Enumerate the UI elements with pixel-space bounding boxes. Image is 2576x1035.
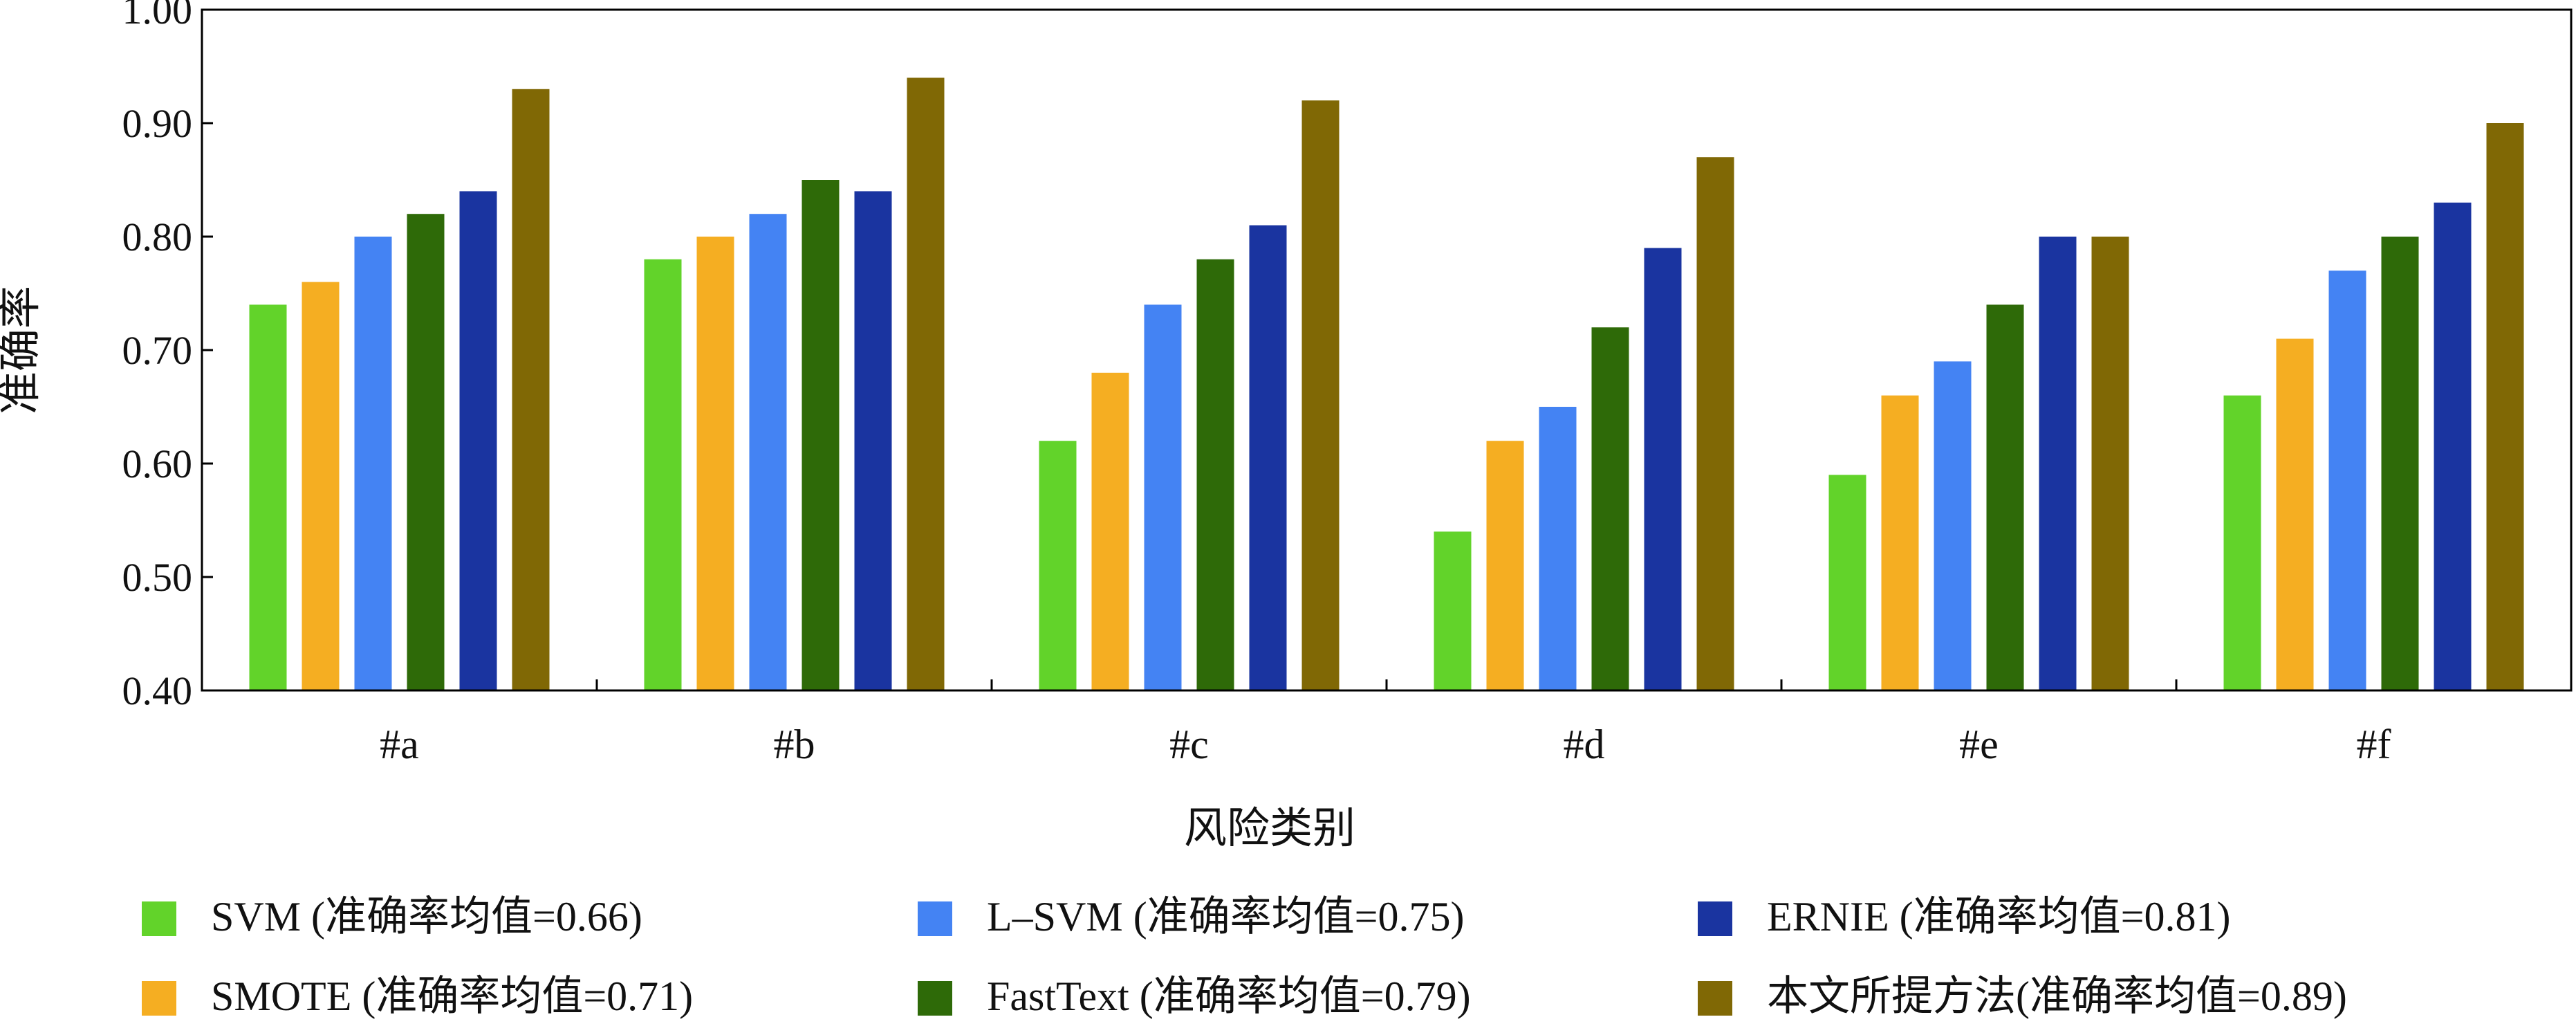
bar-1-1 (696, 237, 734, 690)
y-tick-label: 0.80 (122, 214, 193, 259)
bar-2-3 (1196, 259, 1234, 690)
bar-3-4 (1644, 248, 1682, 690)
x-tick-label: #c (1169, 722, 1209, 767)
legend-label: FastText (准确率均值=0.79) (987, 973, 1471, 1019)
legend-label: 本文所提方法(准确率均值=0.89) (1767, 973, 2347, 1019)
bar-1-3 (801, 180, 840, 690)
x-tick-label: #b (774, 722, 815, 767)
bar-3-0 (1434, 531, 1472, 690)
bar-5-3 (2381, 237, 2419, 690)
legend-swatch (142, 901, 176, 936)
y-tick-label: 0.70 (122, 328, 193, 373)
bar-5-2 (2328, 271, 2366, 690)
y-axis: 0.40 0.50 0.60 0.70 0.80 0.90 1.00 (122, 0, 213, 713)
bar-5-5 (2486, 123, 2524, 690)
bar-4-0 (1828, 475, 1866, 690)
bars-group (249, 77, 2524, 691)
bar-0-0 (249, 304, 287, 690)
legend-label: ERNIE (准确率均值=0.81) (1767, 894, 2230, 940)
bar-0-4 (459, 191, 497, 690)
legend-swatch (918, 981, 952, 1016)
legend-swatch (918, 901, 952, 936)
bar-5-4 (2434, 202, 2472, 690)
bar-4-5 (2091, 237, 2129, 690)
legend: SVM (准确率均值=0.66) SMOTE (准确率均值=0.71) L–SVM … (142, 894, 2347, 1019)
bar-1-2 (749, 214, 787, 690)
bar-3-1 (1486, 441, 1524, 690)
bar-1-4 (854, 191, 892, 690)
y-tick-label: 1.00 (122, 0, 193, 33)
x-tick-label: #f (2357, 722, 2391, 767)
bar-4-1 (1881, 395, 1919, 690)
y-tick-label: 0.50 (122, 555, 193, 600)
bar-2-1 (1091, 372, 1129, 690)
legend-label: L–SVM (准确率均值=0.75) (987, 894, 1465, 940)
bar-5-1 (2276, 338, 2314, 690)
bar-3-5 (1696, 157, 1734, 690)
bar-2-0 (1039, 441, 1077, 690)
bar-0-5 (512, 89, 550, 691)
bar-3-2 (1539, 407, 1577, 690)
bar-2-5 (1301, 100, 1340, 690)
x-axis-title: 风险类别 (1184, 805, 1355, 852)
y-tick-label: 0.90 (122, 101, 193, 146)
bar-0-2 (354, 237, 392, 690)
legend-label: SVM (准确率均值=0.66) (211, 894, 642, 940)
bar-2-4 (1249, 225, 1287, 691)
plot-frame (201, 8, 2573, 692)
x-tick-label: #d (1564, 722, 1605, 767)
y-axis-title: 准确率 (0, 286, 44, 414)
bar-4-2 (1934, 361, 1972, 690)
legend-swatch (1698, 981, 1732, 1016)
bar-4-4 (2039, 237, 2077, 690)
x-tick-label: #e (1959, 722, 1999, 767)
x-axis: #a #b #c #d #e #f (380, 679, 2391, 767)
legend-label: SMOTE (准确率均值=0.71) (211, 973, 693, 1019)
bar-5-0 (2223, 395, 2261, 690)
bar-0-1 (302, 282, 340, 691)
y-tick-label: 0.40 (122, 668, 193, 713)
bar-0-3 (407, 214, 445, 690)
bar-4-3 (1986, 304, 2024, 690)
bar-2-2 (1144, 304, 1182, 690)
bar-3-3 (1591, 327, 1629, 690)
y-tick-label: 0.60 (122, 441, 193, 486)
x-tick-label: #a (380, 722, 419, 767)
bar-1-5 (907, 77, 945, 690)
legend-swatch (1698, 901, 1732, 936)
legend-swatch (142, 981, 176, 1016)
bar-1-0 (644, 259, 682, 690)
